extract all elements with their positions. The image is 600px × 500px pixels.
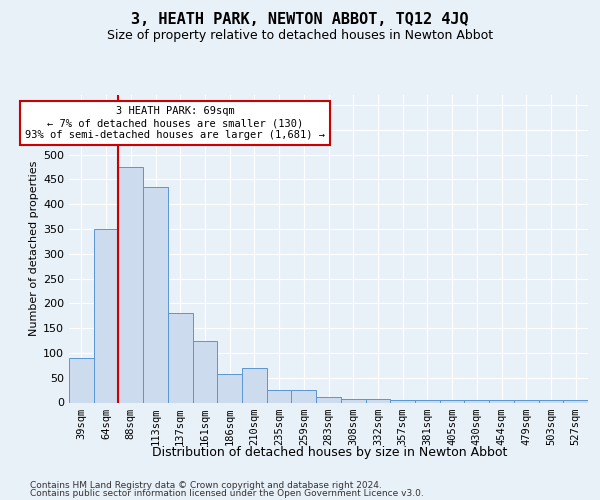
Bar [514, 400, 539, 402]
Bar [94, 229, 118, 402]
Bar [118, 167, 143, 402]
Bar [415, 400, 440, 402]
Bar [489, 400, 514, 402]
Bar [341, 398, 365, 402]
Bar [168, 313, 193, 402]
Bar [69, 358, 94, 403]
Text: 3 HEATH PARK: 69sqm
← 7% of detached houses are smaller (130)
93% of semi-detach: 3 HEATH PARK: 69sqm ← 7% of detached hou… [25, 106, 325, 140]
Bar [242, 368, 267, 402]
Bar [267, 390, 292, 402]
Bar [464, 400, 489, 402]
Text: Distribution of detached houses by size in Newton Abbot: Distribution of detached houses by size … [152, 446, 508, 459]
Bar [316, 396, 341, 402]
Y-axis label: Number of detached properties: Number of detached properties [29, 161, 39, 336]
Bar [440, 400, 464, 402]
Bar [217, 374, 242, 402]
Bar [193, 340, 217, 402]
Bar [390, 400, 415, 402]
Bar [292, 390, 316, 402]
Bar [539, 400, 563, 402]
Text: Contains public sector information licensed under the Open Government Licence v3: Contains public sector information licen… [30, 490, 424, 498]
Text: Contains HM Land Registry data © Crown copyright and database right 2024.: Contains HM Land Registry data © Crown c… [30, 480, 382, 490]
Bar [563, 400, 588, 402]
Text: 3, HEATH PARK, NEWTON ABBOT, TQ12 4JQ: 3, HEATH PARK, NEWTON ABBOT, TQ12 4JQ [131, 12, 469, 28]
Bar [143, 187, 168, 402]
Text: Size of property relative to detached houses in Newton Abbot: Size of property relative to detached ho… [107, 29, 493, 42]
Bar [365, 398, 390, 402]
